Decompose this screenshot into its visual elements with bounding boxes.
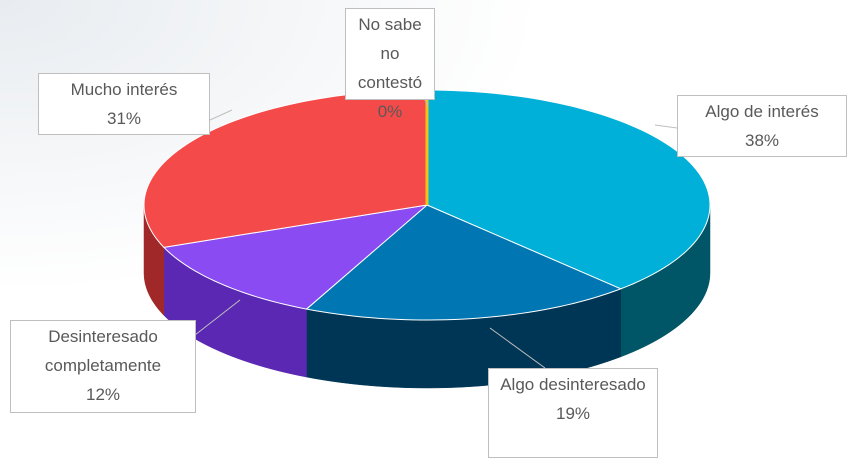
label-box: No sabe no contestó 0%: [345, 8, 435, 121]
slice: [143, 89, 428, 248]
value-label: 38%: [744, 131, 780, 150]
category-label: No sabe no contestó: [357, 15, 423, 92]
leader-line: [654, 124, 678, 129]
label-box: Mucho interés 31%: [38, 73, 210, 135]
category-label: Algo desinteresado: [500, 375, 646, 394]
leader-lines: [194, 99, 678, 369]
value-label: 31%: [106, 109, 142, 128]
category-label: Mucho interés: [70, 80, 178, 99]
slice: [426, 89, 711, 290]
slice: [162, 204, 429, 310]
label-box: Desinteresado completamente 12%: [10, 320, 196, 413]
leader-line: [194, 299, 241, 336]
value-label: 12%: [85, 385, 121, 404]
value-label: 0%: [377, 102, 403, 121]
leader-line: [489, 327, 546, 369]
value-label: 19%: [555, 404, 591, 423]
leader-line: [424, 99, 429, 107]
label-box: Algo de interés 38%: [677, 95, 847, 157]
label-box: Algo desinteresado 19%: [488, 368, 658, 458]
category-label: Desinteresado completamente: [44, 327, 162, 375]
slice: [305, 204, 623, 321]
tops: [143, 89, 711, 321]
leader-line: [209, 109, 233, 121]
category-label: Algo de interés: [705, 102, 819, 121]
